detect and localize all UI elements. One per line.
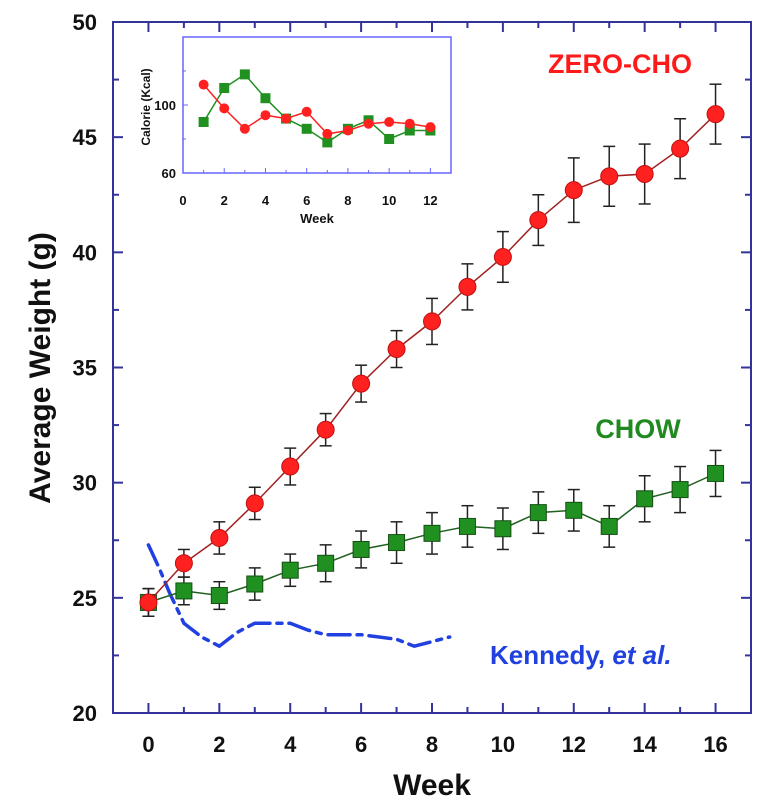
- x-tick-label: 4: [284, 732, 297, 757]
- chow-point: [494, 520, 512, 538]
- inset-chow-point: [219, 83, 230, 93]
- x-tick-label: 8: [426, 732, 438, 757]
- kennedy-label: Kennedy, et al.: [490, 640, 672, 670]
- inset-zero-cho-point: [239, 123, 250, 134]
- y-tick-label: 45: [73, 125, 97, 150]
- inset-zero-cho-point: [342, 125, 353, 136]
- chow-point: [388, 534, 406, 552]
- zero-cho-series-layer: [139, 83, 725, 618]
- inset-x-tick-label: 2: [221, 193, 228, 208]
- chow-series-layer: [139, 449, 725, 618]
- y-tick-label: 50: [73, 10, 97, 35]
- inset-x-tick-label: 12: [423, 193, 437, 208]
- inset-zero-cho-point: [363, 118, 374, 129]
- zero-cho-label: ZERO-CHO: [548, 49, 692, 79]
- kennedy-series-layer: [146, 543, 452, 649]
- inset-chow-point: [384, 134, 395, 144]
- chow-point: [352, 540, 370, 558]
- x-tick-label: 6: [355, 732, 367, 757]
- chow-point: [636, 490, 654, 508]
- chow-point: [529, 504, 547, 522]
- y-tick-label: 25: [73, 586, 97, 611]
- chow-point: [671, 481, 689, 499]
- inset-chow-point: [239, 69, 250, 80]
- inset-chow-point: [404, 125, 415, 136]
- inset-zero-cho-point: [425, 122, 436, 133]
- zero-cho-point: [600, 167, 619, 186]
- y-tick-label: 20: [73, 701, 97, 726]
- zero-cho-point: [139, 593, 158, 612]
- zero-cho-point: [706, 105, 725, 124]
- inset-x-tick-label: 8: [344, 193, 351, 208]
- zero-cho-point: [245, 494, 264, 513]
- zero-cho-point: [352, 374, 371, 393]
- zero-cho-point: [458, 277, 477, 296]
- x-tick-label: 12: [562, 732, 586, 757]
- zero-cho-point: [564, 181, 583, 200]
- chow-point: [458, 517, 476, 535]
- chow-point: [317, 554, 335, 572]
- zero-cho-point: [387, 340, 406, 359]
- inset-y-tick-label: 60: [162, 166, 176, 181]
- zero-cho-point: [423, 312, 441, 331]
- chow-label: CHOW: [595, 414, 681, 444]
- chow-point: [565, 501, 583, 519]
- y-tick-label: 40: [73, 240, 97, 265]
- zero-cho-point: [529, 211, 548, 230]
- kennedy-line: [146, 543, 452, 649]
- y-tick-label: 35: [73, 356, 97, 381]
- y-axis-title: Average Weight (g): [24, 232, 57, 504]
- inset-chow-point: [260, 93, 271, 104]
- chow-point: [246, 575, 264, 593]
- kennedy-label-name: Kennedy,: [490, 640, 612, 670]
- y-tick-label: 30: [73, 471, 97, 496]
- zero-cho-point: [174, 554, 193, 573]
- zero-cho-point: [281, 457, 300, 476]
- x-tick-label: 16: [703, 732, 727, 757]
- inset-chart: 0 2 4 6 8 10 12 60 100: [154, 36, 452, 208]
- chow-point: [707, 464, 725, 482]
- inset-x-tick-label: 10: [382, 193, 396, 208]
- inset-chow-point: [322, 137, 333, 148]
- inset-y-axis-title: Calorie (Kcal): [139, 68, 153, 145]
- inset-chow-point: [198, 117, 209, 127]
- chow-point: [600, 517, 618, 535]
- chow-point: [210, 587, 228, 605]
- inset-zero-cho-point: [198, 79, 209, 90]
- inset-zero-cho-point: [404, 118, 415, 129]
- inset-x-tick-label: 4: [262, 193, 270, 208]
- zero-cho-point: [671, 139, 690, 158]
- inset-zero-cho-point: [281, 113, 292, 124]
- inset-x-axis-title: Week: [300, 211, 334, 226]
- x-tick-label: 2: [213, 732, 225, 757]
- x-tick-label: 14: [632, 732, 657, 757]
- inset-zero-cho-point: [322, 128, 333, 139]
- chow-point: [281, 561, 299, 579]
- chow-point: [175, 582, 193, 600]
- x-axis-title: Week: [393, 769, 471, 802]
- inset-zero-cho-point: [260, 110, 271, 121]
- main-axis-layer: [113, 21, 751, 714]
- inset-zero-cho-point: [384, 117, 395, 127]
- kennedy-label-etal: et al.: [612, 640, 671, 670]
- inset-y-tick-label: 100: [154, 98, 176, 113]
- zero-cho-point: [210, 528, 229, 547]
- chow-point: [423, 524, 441, 542]
- x-tick-label: 0: [142, 732, 154, 757]
- inset-chow-point: [301, 123, 312, 134]
- zero-cho-point: [635, 165, 654, 184]
- inset-zero-cho-point: [219, 103, 230, 114]
- inset-x-tick-label: 0: [179, 193, 186, 208]
- inset-x-tick-label: 6: [303, 193, 310, 208]
- zero-cho-point: [316, 420, 335, 439]
- inset-zero-cho-point: [301, 106, 312, 117]
- x-tick-label: 10: [491, 732, 515, 757]
- zero-cho-point: [493, 247, 512, 266]
